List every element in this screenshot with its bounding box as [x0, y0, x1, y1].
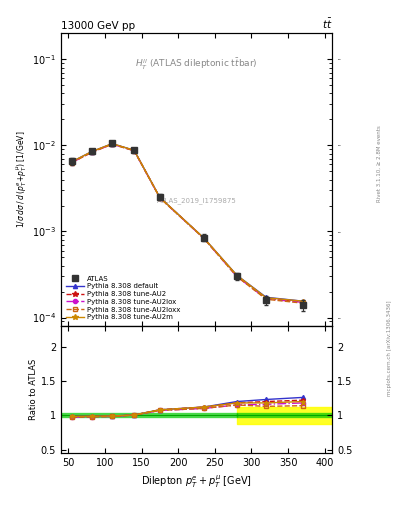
Text: $H_T^{ll}$ (ATLAS dileptonic t$\bar{t}$bar): $H_T^{ll}$ (ATLAS dileptonic t$\bar{t}$b… — [135, 57, 258, 72]
Legend: ATLAS, Pythia 8.308 default, Pythia 8.308 tune-AU2, Pythia 8.308 tune-AU2lox, Py: ATLAS, Pythia 8.308 default, Pythia 8.30… — [64, 273, 182, 323]
X-axis label: Dilepton $p_T^e + p_T^{\mu}$ [GeV]: Dilepton $p_T^e + p_T^{\mu}$ [GeV] — [141, 474, 252, 490]
Text: $t\bar{t}$: $t\bar{t}$ — [321, 17, 332, 31]
Text: Rivet 3.1.10, ≥ 2.8M events: Rivet 3.1.10, ≥ 2.8M events — [377, 125, 382, 202]
Text: ATLAS_2019_I1759875: ATLAS_2019_I1759875 — [157, 197, 236, 204]
Y-axis label: $1/\sigma\,d\sigma\,/\,d\,(p_T^e\!+\!p_T^{\mu})\;[1/\mathrm{GeV}]$: $1/\sigma\,d\sigma\,/\,d\,(p_T^e\!+\!p_T… — [14, 131, 29, 228]
Y-axis label: Ratio to ATLAS: Ratio to ATLAS — [29, 359, 38, 420]
Text: mcplots.cern.ch [arXiv:1306.3436]: mcplots.cern.ch [arXiv:1306.3436] — [387, 301, 391, 396]
Text: 13000 GeV pp: 13000 GeV pp — [61, 21, 135, 31]
